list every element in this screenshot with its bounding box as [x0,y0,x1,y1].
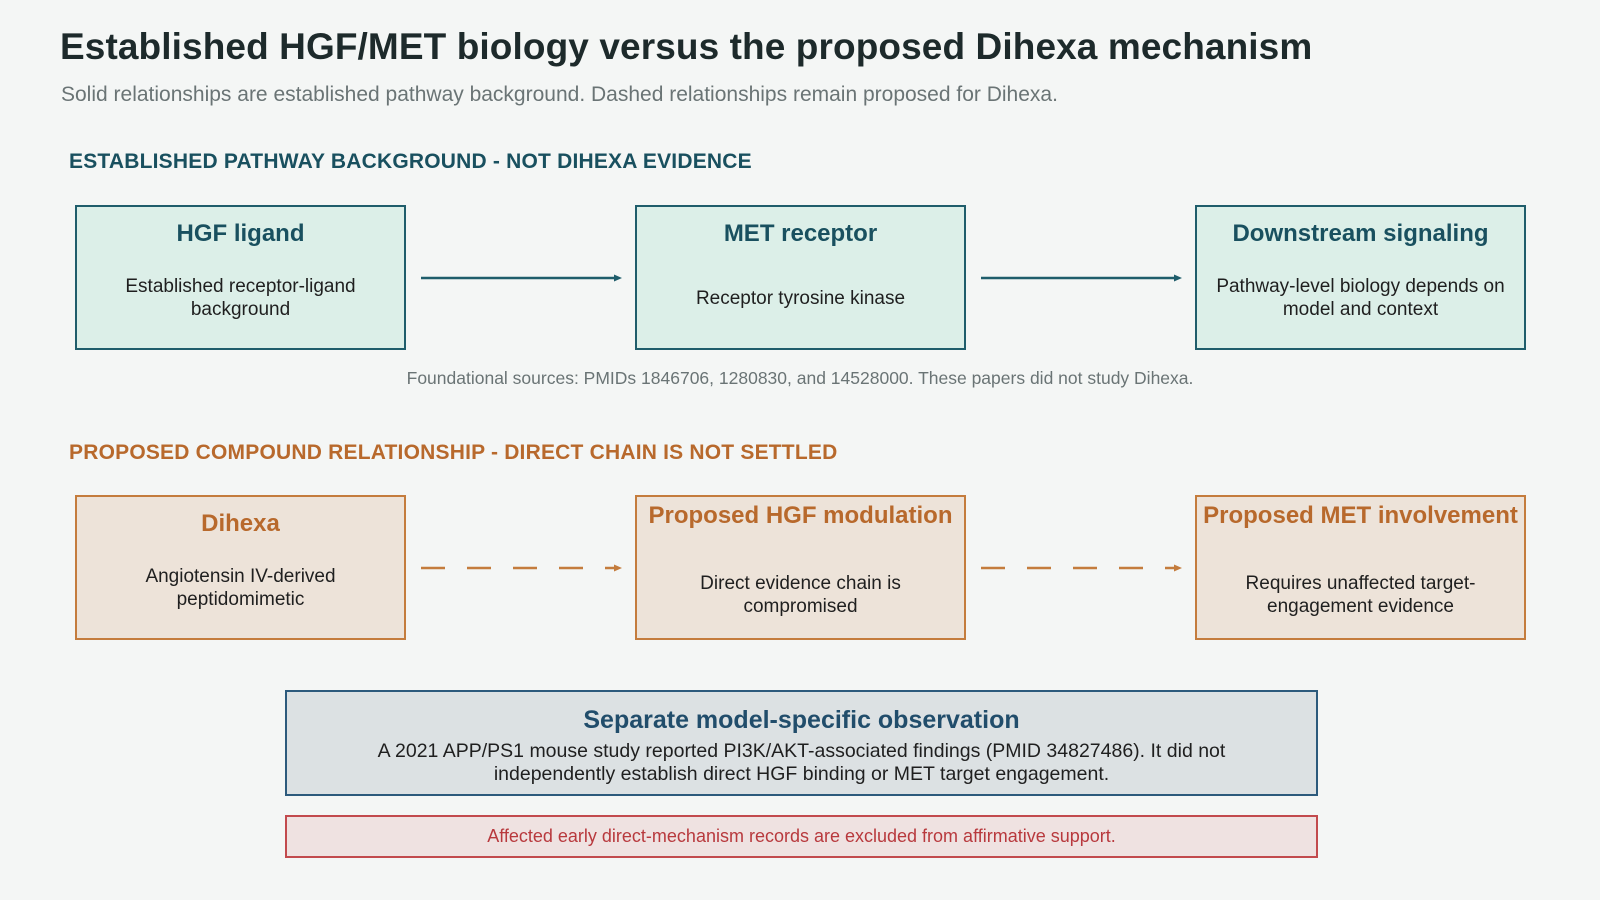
page-title: Established HGF/MET biology versus the p… [60,26,1313,67]
proposed-hgf-modulation-node: Proposed HGF modulation Direct evidence … [635,495,966,640]
node-title: Proposed MET involvement [1203,502,1518,529]
proposed-arrow-2 [981,564,1182,572]
proposed-met-involvement-node: Proposed MET involvement Requires unaffe… [1195,495,1526,640]
established-arrow-2 [981,274,1182,282]
node-title: MET receptor [723,220,878,247]
dihexa-node: Dihexa Angiotensin IV-derived peptidomim… [75,495,406,640]
node-description: Receptor tyrosine kinase [695,288,906,309]
proposed-section-label: PROPOSED COMPOUND RELATIONSHIP - DIRECT … [69,441,838,464]
node-description: Requires unaffected target-engagement ev… [1245,573,1476,617]
established-arrow-1 [421,274,622,282]
hgf-ligand-node: HGF ligand Established receptor-ligand b… [75,205,406,350]
proposed-arrow-1 [421,564,622,572]
foundational-sources-note: Foundational sources: PMIDs 1846706, 128… [406,368,1194,388]
exclusion-warning: Affected early direct-mechanism records … [285,815,1318,858]
met-receptor-node: MET receptor Receptor tyrosine kinase [635,205,966,350]
node-title: Downstream signaling [1232,220,1489,247]
model-observation-box: Separate model-specific observation A 20… [285,690,1318,796]
page-subtitle: Solid relationships are established path… [61,83,1058,106]
established-section-label: ESTABLISHED PATHWAY BACKGROUND - NOT DIH… [69,150,752,173]
node-title: Dihexa [201,510,280,537]
observation-title: Separate model-specific observation [583,706,1020,734]
node-title: Proposed HGF modulation [648,502,953,529]
node-description: Direct evidence chain is compromised [700,573,901,617]
node-description: Established receptor-ligand background [125,276,356,320]
node-description: Angiotensin IV-derived peptidomimetic [145,566,336,610]
downstream-signaling-node: Downstream signaling Pathway-level biolo… [1195,205,1526,350]
node-title: HGF ligand [176,220,305,247]
node-description: Pathway-level biology depends on model a… [1216,276,1505,320]
observation-body: A 2021 APP/PS1 mouse study reported PI3K… [377,740,1226,785]
